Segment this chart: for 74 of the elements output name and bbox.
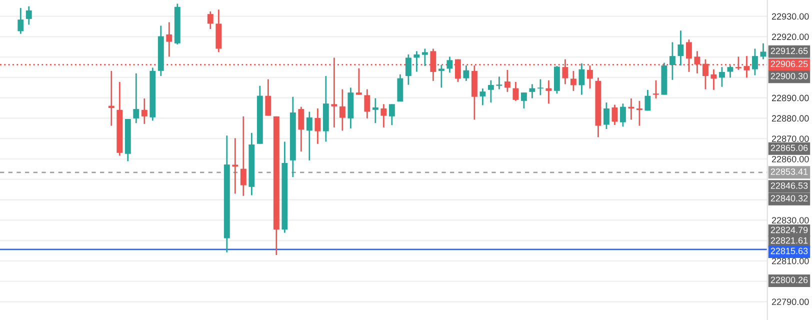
candlestick (727, 64, 734, 78)
ref-line-label: 22906.25 (770, 60, 808, 68)
y-tick-label: 22870.00 (772, 136, 809, 142)
candlestick (520, 92, 527, 110)
text: 22840.32 (770, 195, 808, 202)
y-tick-label: 22930.00 (772, 13, 809, 20)
candlestick (207, 10, 214, 30)
candlestick (718, 66, 725, 88)
candlestick (397, 74, 404, 102)
candlestick (446, 56, 453, 74)
candlestick (232, 137, 238, 194)
candlestick (678, 30, 684, 66)
candlestick (240, 116, 246, 197)
y-tick-label: 22810.00 (772, 258, 809, 264)
candlestick (546, 80, 552, 104)
candlestick (133, 72, 140, 124)
ref-line-label: 22815.63 (770, 248, 808, 254)
candlestick (356, 68, 362, 96)
candlestick (265, 78, 272, 116)
y-tick-label: 22890.00 (772, 94, 809, 102)
candlestick (480, 88, 486, 106)
ref-line-label: 22853.41 (770, 168, 808, 175)
text: 22800.26 (770, 276, 808, 284)
candlestick (364, 88, 370, 120)
candlestick (331, 56, 338, 128)
candlestick (504, 69, 510, 93)
y-tick-label: 22790.00 (772, 298, 809, 306)
candlestick (405, 54, 412, 86)
y-tick-label: 22830.00 (772, 217, 809, 224)
candlestick (760, 42, 766, 60)
candlestick (422, 48, 428, 67)
candlestick (18, 7, 24, 35)
text: 22900.30 (770, 72, 808, 80)
candlestick (372, 98, 378, 124)
candlestick (578, 62, 585, 96)
candlestick (488, 80, 494, 104)
candlestick (620, 102, 626, 128)
candlestick (644, 89, 651, 112)
text: 22865.06 (770, 144, 808, 152)
candlestick (306, 111, 312, 162)
candlestick (537, 78, 544, 96)
candlestick (628, 98, 634, 120)
text: 22821.61 (770, 237, 808, 244)
candlestick (298, 106, 304, 152)
candlestick (438, 64, 444, 88)
candlestick (414, 50, 420, 72)
candlestick (586, 64, 593, 90)
candlestick (744, 55, 750, 78)
text: 22846.53 (770, 182, 808, 189)
candlestick (141, 98, 148, 125)
y-tick-label: 22860.00 (772, 156, 809, 162)
candlestick (570, 70, 576, 92)
candlestick (463, 64, 470, 82)
candlestick (166, 22, 172, 58)
candlestick (108, 70, 114, 126)
candlestick (603, 102, 610, 130)
candlestick (529, 83, 536, 99)
y-tick-label: 22880.00 (772, 115, 809, 122)
text: 22912.65 (770, 48, 808, 54)
candlestick (26, 6, 32, 26)
candlestick (380, 103, 387, 128)
candlestick (496, 76, 502, 90)
candlestick (388, 103, 395, 126)
candlestick (612, 104, 618, 126)
candlestick (669, 41, 676, 81)
candlestick (710, 68, 717, 91)
text: 22824.79 (770, 226, 808, 234)
candlestick (314, 108, 321, 145)
candlestick (636, 100, 642, 126)
y-tick-label: 22920.00 (772, 34, 809, 40)
candlestick (512, 81, 519, 102)
candlestick (752, 48, 758, 76)
candlestick (652, 80, 659, 100)
candlestick (339, 88, 346, 132)
